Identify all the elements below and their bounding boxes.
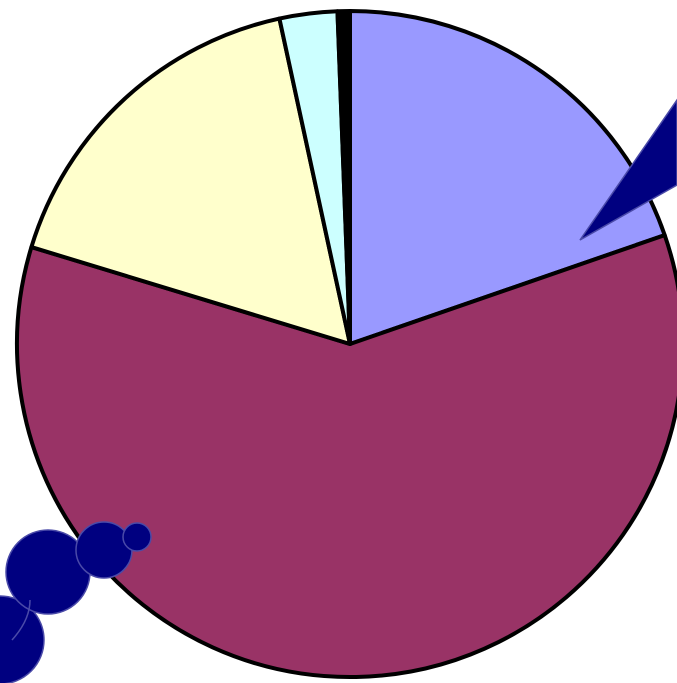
thought-bubble-icon: [0, 521, 152, 683]
pie-slices: [15, 9, 677, 679]
pie-slice-3: [29, 16, 352, 346]
pie-slice-5: [335, 9, 352, 346]
callout-pointer-icon: [579, 98, 677, 241]
pie-slice-2: [15, 233, 677, 679]
